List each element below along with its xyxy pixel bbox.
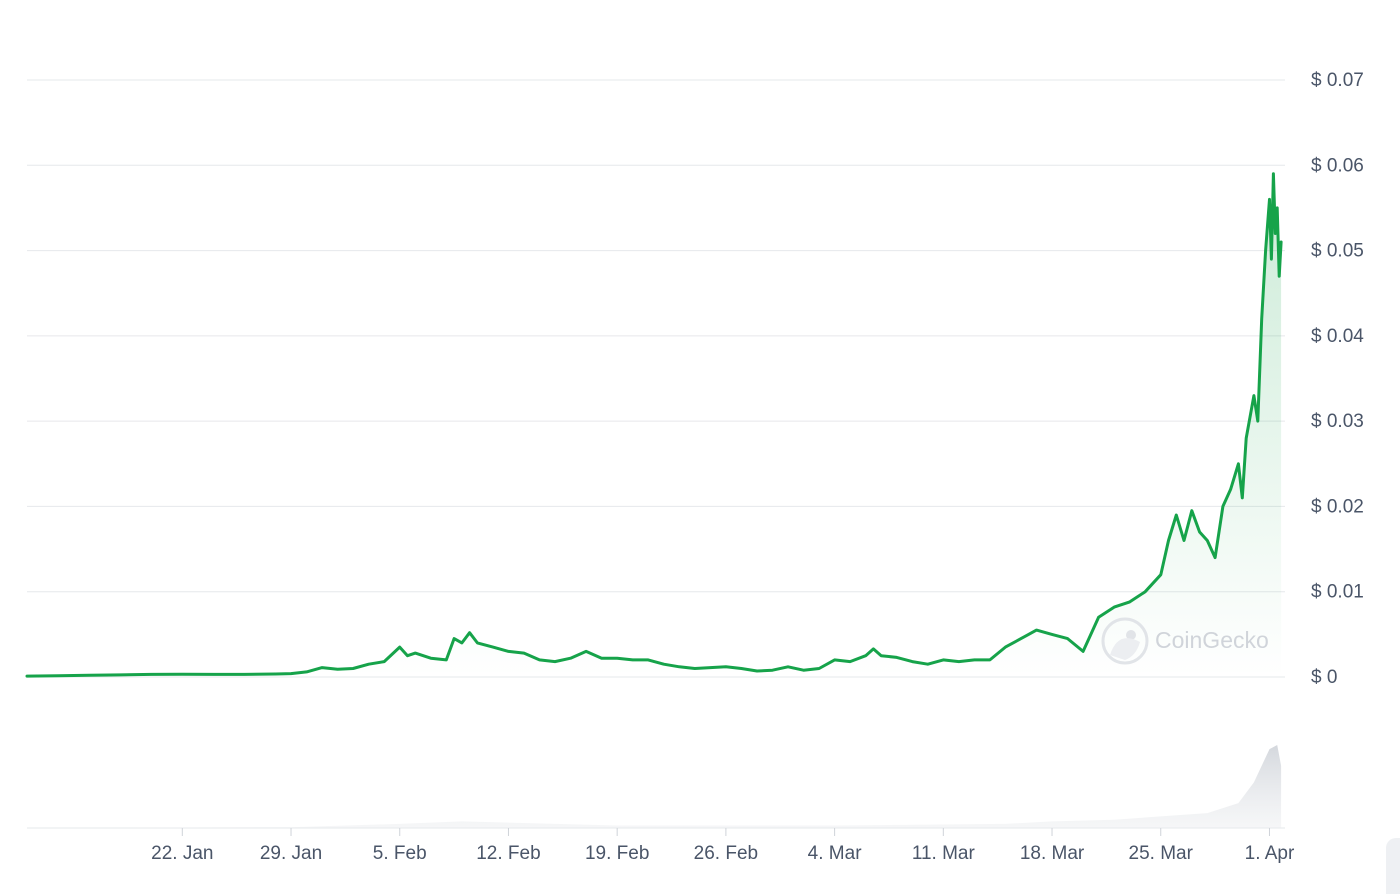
x-tick-label: 26. Feb (694, 843, 758, 864)
x-tick-label: 12. Feb (476, 843, 540, 864)
y-tick-label: $ 0.05 (1311, 241, 1364, 262)
price-series-line (25, 172, 1283, 678)
coingecko-watermark: CoinGecko (1101, 617, 1269, 665)
y-tick-label: $ 0 (1311, 667, 1337, 688)
x-tick-label: 25. Mar (1129, 843, 1194, 864)
volume-area (27, 745, 1282, 828)
gecko-logo-body (1110, 638, 1140, 660)
scroll-corner-tab (1386, 838, 1400, 894)
x-tick-label: 19. Feb (585, 843, 649, 864)
x-tick-label: 4. Mar (808, 843, 863, 864)
x-tick-label: 29. Jan (260, 843, 322, 864)
y-tick-label: $ 0.06 (1311, 155, 1364, 176)
y-tick-label: $ 0.07 (1311, 70, 1364, 91)
y-tick-label: $ 0.03 (1311, 411, 1364, 432)
y-axis-labels: $ 0.07 $ 0.06 $ 0.05 $ 0.04 $ 0.03 $ 0.02 $ 0.… (1311, 70, 1364, 688)
x-tick-label: 18. Mar (1020, 843, 1085, 864)
x-tick-label: 22. Jan (151, 843, 213, 864)
gecko-logo-icon (1101, 617, 1149, 665)
y-tick-label: $ 0.02 (1311, 496, 1364, 517)
gecko-logo-eye (1126, 630, 1136, 640)
price-area (27, 173, 1282, 678)
y-tick-label: $ 0.04 (1311, 326, 1364, 347)
x-axis-labels: 22. Jan 29. Jan 5. Feb 12. Feb 19. Feb 26. Fe… (151, 828, 1295, 864)
price-line (25, 172, 1283, 678)
price-area-fill (27, 173, 1282, 678)
y-tick-label: $ 0.01 (1311, 582, 1364, 603)
x-tick-label: 5. Feb (373, 843, 427, 864)
watermark-text: CoinGecko (1155, 627, 1269, 653)
volume-bars (27, 745, 1282, 828)
x-tick-label: 11. Mar (912, 843, 976, 864)
grid-lines (27, 79, 1285, 829)
x-tick-label: 1. Apr (1245, 843, 1295, 864)
